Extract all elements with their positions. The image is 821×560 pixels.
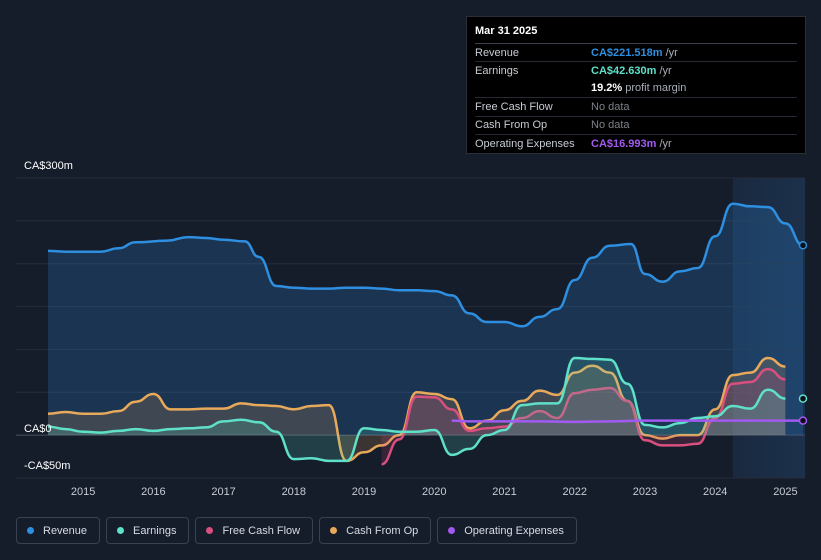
chart-svg: 2015 2016 2017 2018 2019 2020 2021 2022 2023 2024… [16, 177, 808, 498]
legend-label: Operating Expenses [464, 524, 564, 537]
x-tick-label: 2021 [492, 486, 516, 498]
legend-item-cash-from-op[interactable]: Cash From Op [319, 517, 432, 544]
x-tick-label: 2019 [352, 486, 376, 498]
x-tick-label: 2018 [282, 486, 306, 498]
series-area-cash-from-op [48, 358, 786, 461]
series-line-revenue [47, 202, 804, 328]
legend-item-revenue[interactable]: Revenue [16, 517, 101, 544]
x-tick-label: 2023 [633, 486, 657, 498]
legend-dot-icon [330, 527, 338, 534]
series-area-free-cash-flow [381, 369, 786, 465]
tooltip-row-value: CA$42.630m [591, 65, 657, 78]
legend-dot-icon [206, 527, 214, 534]
legend-dot-icon [117, 527, 125, 534]
series-line-earnings [47, 356, 786, 463]
tooltip-row: Revenue CA$221.518m/yr [475, 43, 797, 61]
legend-label: Revenue [43, 524, 88, 537]
tooltip-panel: Mar 31 2025 Revenue CA$221.518m/yr Earning… [466, 16, 806, 154]
y-tick-label: -CA$50m [24, 460, 71, 472]
series-line-cash-from-op [47, 356, 786, 463]
legend-label: Earnings [133, 524, 177, 537]
tooltip-row: Operating Expenses CA$16.993m/yr [475, 133, 797, 152]
y-tick-label: CA$300m [24, 160, 73, 172]
tooltip-row-label: Earnings [475, 65, 519, 78]
tooltip-row: 19.2% profit margin [475, 80, 797, 97]
x-tick-label: 2017 [211, 486, 235, 498]
end-marker-earnings [798, 394, 808, 403]
tooltip-row-label: Cash From Op [475, 119, 548, 132]
tooltip-row: Earnings CA$42.630m/yr [475, 61, 797, 79]
plot-background [16, 178, 805, 478]
tooltip-row-label: Free Cash Flow [475, 100, 553, 113]
tooltip-row-unit: /yr [659, 65, 672, 78]
tooltip-row-value: CA$221.518m [591, 46, 663, 59]
tooltip-row-unit: /yr [659, 137, 672, 150]
legend: Revenue Earnings Free Cash Flow Cash From O… [16, 517, 577, 544]
legend-item-earnings[interactable]: Earnings [106, 517, 190, 544]
legend-label: Cash From Op [346, 524, 419, 537]
legend-item-operating-expenses[interactable]: Operating Expenses [437, 517, 577, 544]
tooltip-row-label: Operating Expenses [475, 137, 575, 150]
legend-dot-icon [27, 527, 34, 534]
x-tick-label: 2025 [773, 486, 797, 498]
tooltip-row-value: 19.2% [591, 82, 623, 95]
tooltip-row-value: No data [591, 119, 630, 132]
series-area-earnings [48, 358, 786, 461]
legend-item-free-cash-flow[interactable]: Free Cash Flow [195, 517, 314, 544]
end-marker-revenue [798, 241, 808, 250]
x-tick-label: 2016 [141, 486, 165, 498]
tooltip-row-label: Revenue [475, 46, 520, 59]
x-tick-label: 2015 [71, 486, 95, 498]
tooltip-row: Free Cash Flow No data [475, 97, 797, 115]
tooltip-row-unit: /yr [665, 46, 678, 59]
series-line-operating-expenses [451, 419, 803, 424]
tooltip-row-value: CA$16.993m [591, 137, 657, 150]
highlight-region [732, 178, 805, 478]
x-tick-label: 2022 [563, 486, 587, 498]
legend-dot-icon [448, 527, 456, 534]
tooltip-date: Mar 31 2025 [475, 25, 538, 37]
x-tick-label: 2024 [703, 486, 727, 498]
y-tick-label: CA$0 [24, 423, 52, 436]
legend-label: Free Cash Flow [222, 524, 301, 537]
tooltip-row-unit: profit margin [625, 82, 687, 95]
end-marker-operating-expenses [798, 416, 808, 425]
x-tick-label: 2020 [422, 486, 446, 498]
tooltip-row-value: No data [591, 100, 630, 113]
tooltip-row: Cash From Op No data [475, 115, 797, 134]
